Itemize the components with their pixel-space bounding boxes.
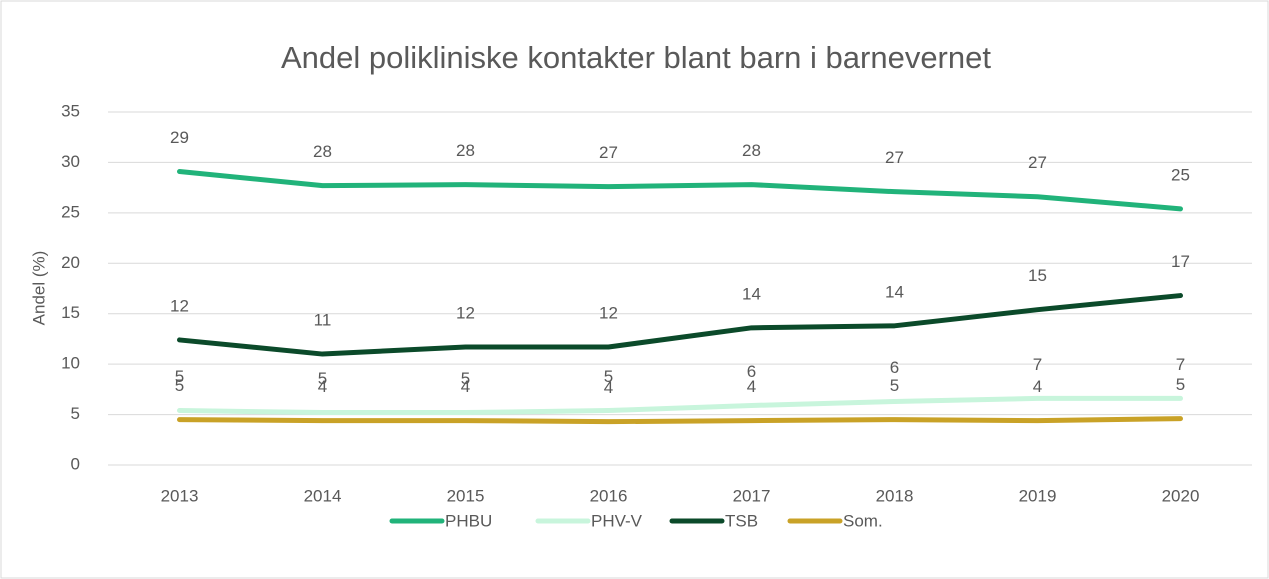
y-tick-label: 0	[71, 454, 80, 473]
y-tick-label: 25	[61, 202, 80, 221]
data-label: 6	[747, 362, 756, 381]
series-line	[177, 395, 1183, 416]
y-tick-label: 30	[61, 152, 80, 171]
data-label: 4	[747, 377, 756, 396]
y-tick-label: 35	[61, 101, 80, 120]
x-tick-label: 2013	[161, 486, 199, 505]
data-label: 4	[318, 377, 327, 396]
data-label: 14	[885, 282, 904, 301]
series-line	[177, 416, 1183, 425]
series-line	[177, 169, 1183, 212]
data-label: 6	[890, 358, 899, 377]
x-tick-label: 2014	[304, 486, 342, 505]
data-label: 4	[461, 377, 470, 396]
data-label: 27	[885, 148, 904, 167]
y-tick-label: 15	[61, 303, 80, 322]
series-line	[177, 293, 1183, 357]
legend-label: PHV-V	[591, 511, 643, 530]
legend-label: PHBU	[445, 511, 492, 530]
x-tick-label: 2015	[447, 486, 485, 505]
y-tick-label: 5	[71, 404, 80, 423]
data-label: 7	[1176, 355, 1185, 374]
data-label: 28	[742, 141, 761, 160]
data-label: 4	[1033, 377, 1042, 396]
data-label: 25	[1171, 165, 1190, 184]
data-label: 5	[604, 367, 613, 386]
data-label: 28	[456, 141, 475, 160]
data-label: 14	[742, 284, 761, 303]
data-label: 7	[1033, 355, 1042, 374]
data-label: 5	[1176, 375, 1185, 394]
x-tick-label: 2016	[590, 486, 628, 505]
x-tick-label: 2017	[733, 486, 771, 505]
chart-title: Andel polikliniske kontakter blant barn …	[281, 40, 991, 75]
x-tick-label: 2020	[1162, 486, 1200, 505]
data-label: 5	[890, 376, 899, 395]
legend-label: Som.	[843, 511, 883, 530]
y-tick-label: 20	[61, 253, 80, 272]
x-tick-label: 2018	[876, 486, 914, 505]
data-label: 12	[170, 296, 189, 315]
data-label: 15	[1028, 266, 1047, 285]
legend-label: TSB	[725, 511, 758, 530]
data-label: 5	[318, 369, 327, 388]
y-axis-label: Andel (%)	[29, 251, 48, 326]
data-label: 29	[170, 128, 189, 147]
data-label: 5	[175, 367, 184, 386]
data-label: 17	[1171, 252, 1190, 271]
data-label: 5	[175, 376, 184, 395]
data-label: 5	[461, 369, 470, 388]
data-label: 12	[599, 303, 618, 322]
data-label: 28	[313, 142, 332, 161]
data-label: 4	[604, 378, 613, 397]
data-label: 27	[599, 143, 618, 162]
data-label: 12	[456, 303, 475, 322]
data-label: 11	[314, 311, 332, 330]
x-tick-label: 2019	[1019, 486, 1057, 505]
y-tick-label: 10	[61, 354, 80, 373]
data-label: 27	[1028, 153, 1047, 172]
